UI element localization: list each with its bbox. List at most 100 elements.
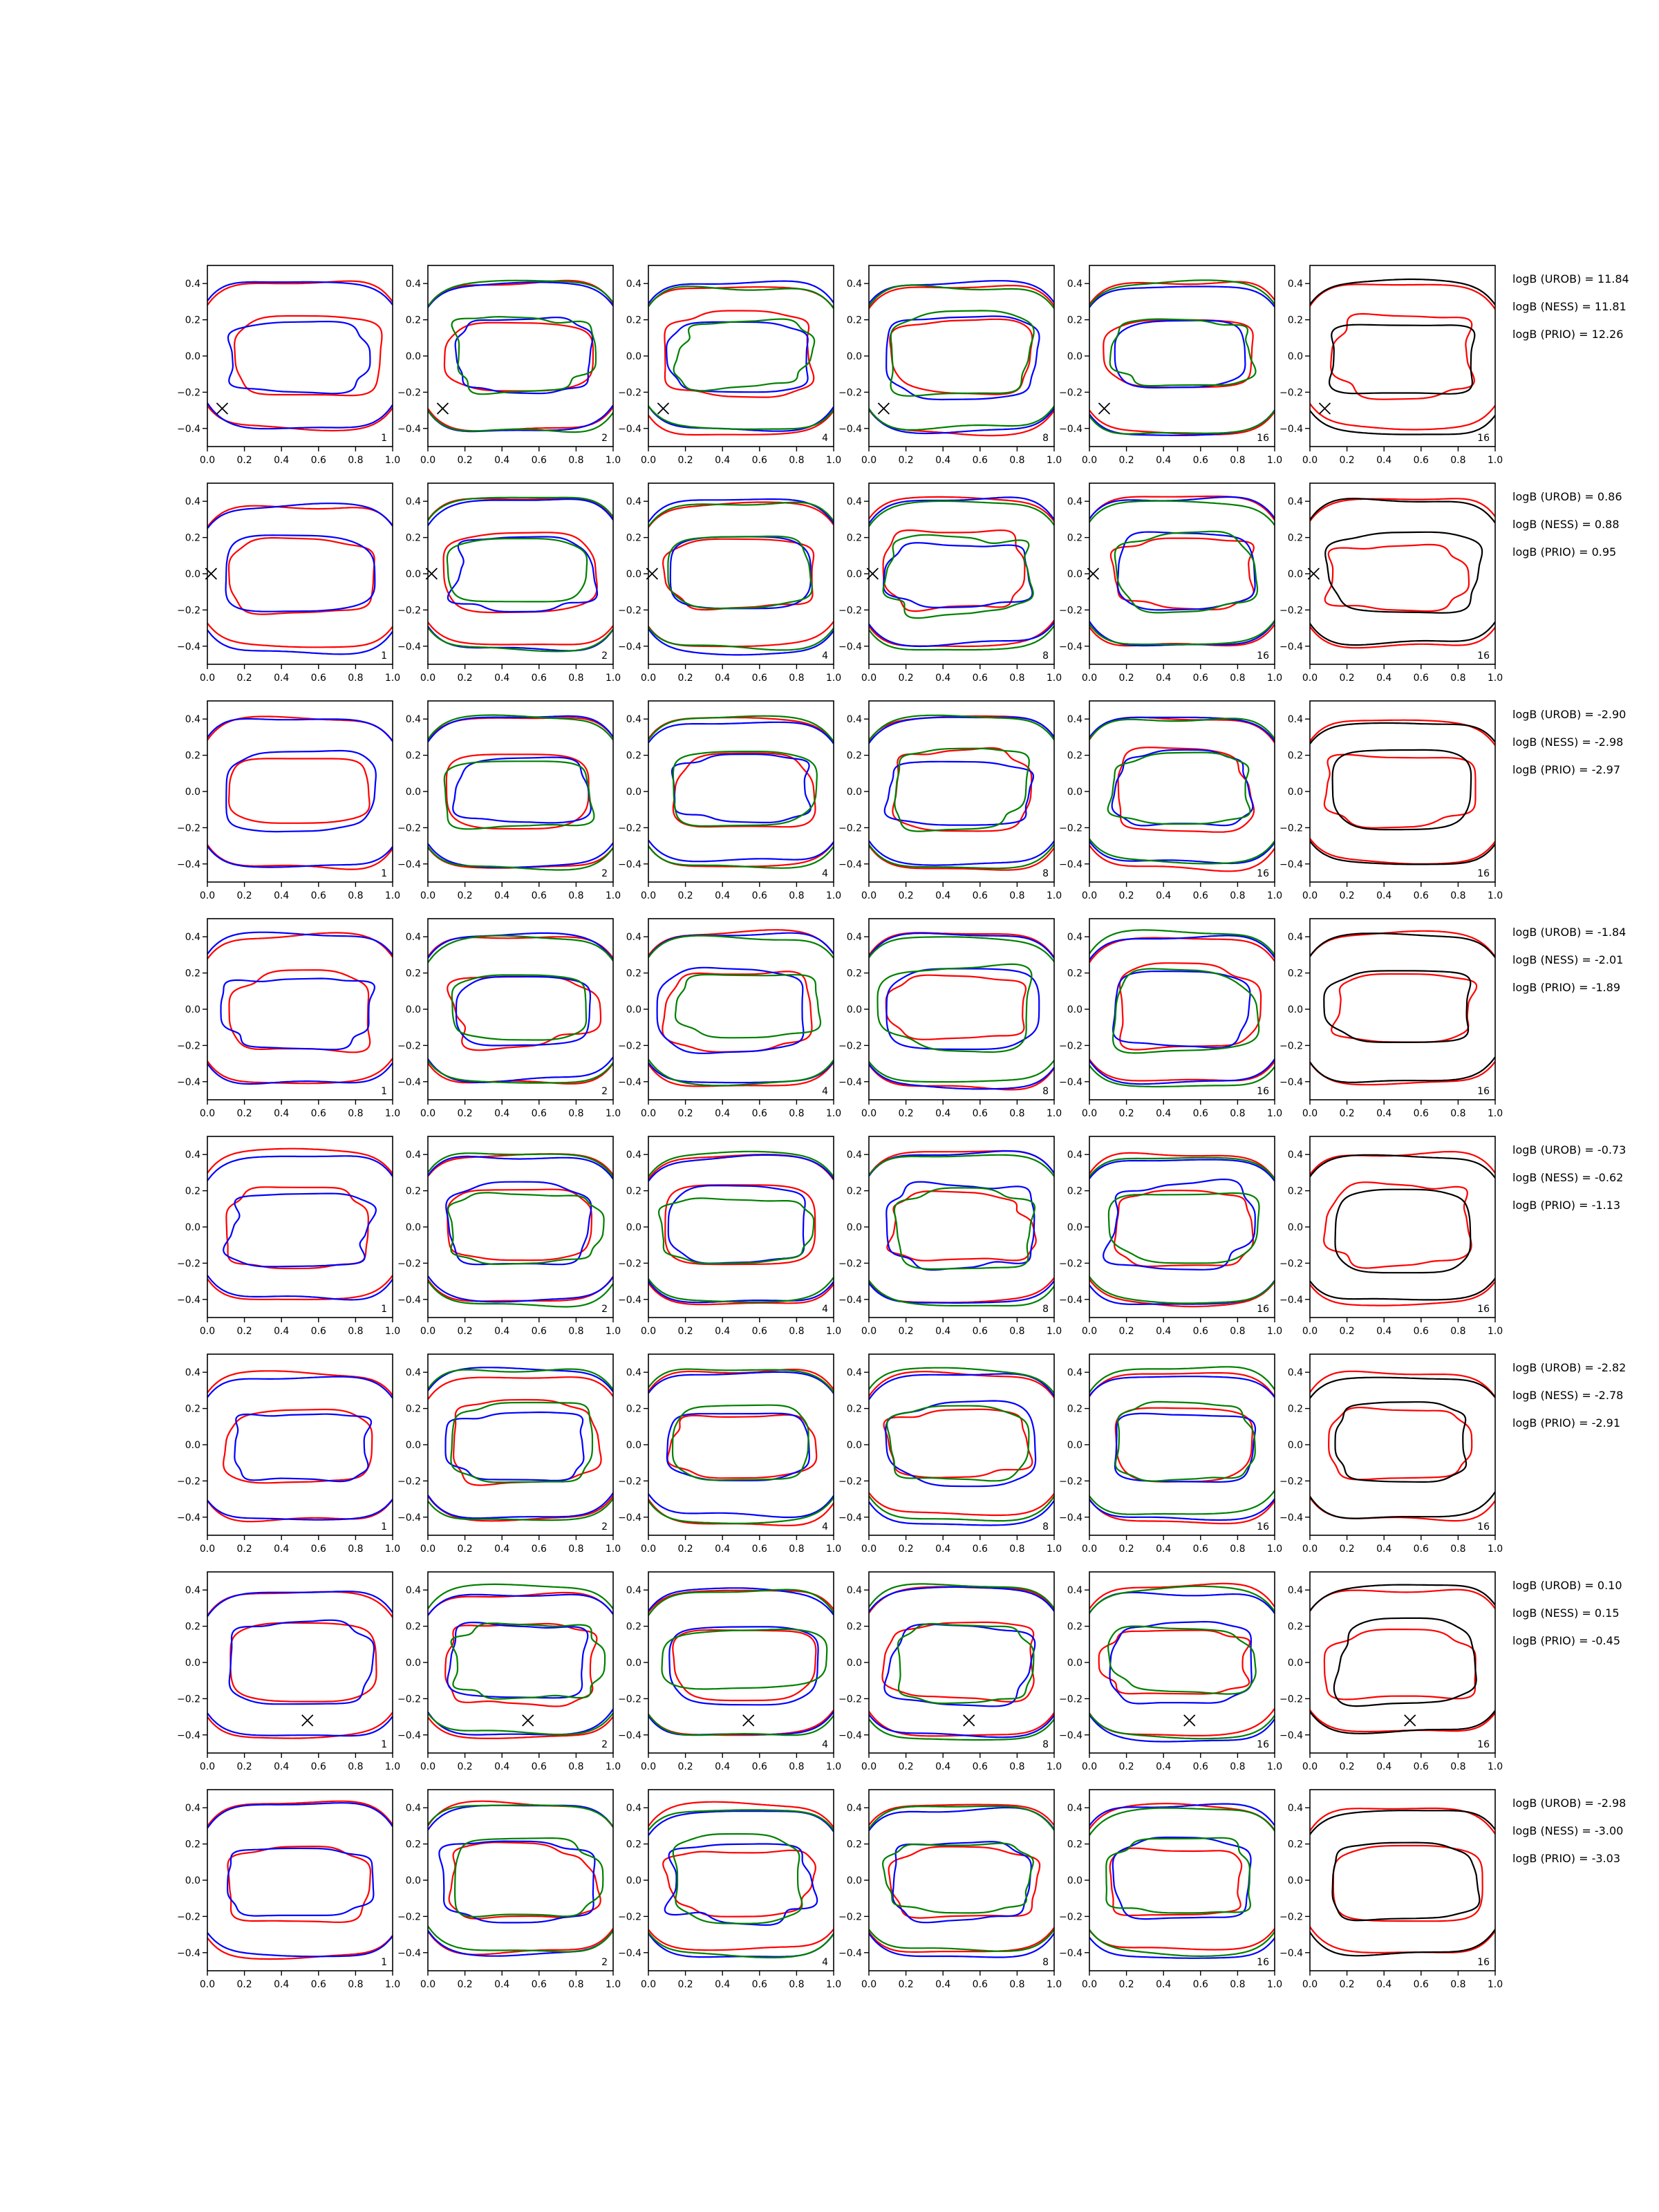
y-tick-label: 0.0 [847, 1440, 862, 1451]
panel-r8-c2: 0.0 0.2 0.4 0.6 0.8 1.0 −0.4 −0.2 0.0 0.2 0.4 2 [397, 1789, 621, 1990]
marker-x [657, 402, 670, 415]
y-tick-label: −0.4 [1280, 424, 1303, 435]
y-tick-label: −0.4 [1059, 1295, 1082, 1306]
contour-line [888, 1846, 1041, 1919]
contour-line [1089, 1279, 1275, 1308]
contour-line [890, 310, 1035, 397]
y-tick-label: −0.4 [1059, 1512, 1082, 1524]
contour-line [223, 1408, 373, 1484]
contour-line [428, 621, 613, 646]
y-tick-label: 0.2 [406, 751, 421, 762]
x-tick-label: 0.0 [861, 1761, 877, 1772]
x-tick-label: 0.2 [677, 1326, 693, 1337]
x-tick-label: 0.6 [973, 455, 988, 466]
contour-line [869, 1583, 1054, 1609]
x-tick-label: 0.0 [1302, 1326, 1318, 1337]
panel-frame [207, 1571, 393, 1754]
contour-line [207, 1712, 393, 1737]
x-tick-label: 0.0 [200, 1979, 215, 1990]
panel-r1-c6: 0.0 0.2 0.4 0.6 0.8 1.0 −0.4 −0.2 0.0 0.2 0.4 16 [1280, 265, 1503, 466]
y-tick-label: 0.0 [847, 1658, 862, 1669]
y-tick-label: 0.4 [406, 1150, 421, 1161]
contour-line [648, 1931, 834, 1959]
x-tick-label: 0.6 [1193, 1326, 1208, 1337]
contour-line [1310, 498, 1495, 524]
contour-line [1333, 1617, 1477, 1707]
x-tick-label: 0.2 [457, 1544, 472, 1555]
panel-frame [1089, 700, 1275, 883]
panel-label: 1 [381, 1739, 387, 1750]
y-tick-label: −0.2 [1280, 823, 1303, 834]
y-tick-label: −0.2 [1280, 387, 1303, 398]
contour-line [1089, 281, 1275, 305]
contour-line [1310, 722, 1495, 744]
marker-x [1318, 402, 1331, 415]
x-tick-label: 0.6 [532, 890, 547, 901]
contour-line [207, 1712, 393, 1739]
contour-line [1310, 278, 1495, 306]
x-tick-label: 0.8 [1009, 1326, 1024, 1337]
y-tick-label: −0.2 [618, 823, 641, 834]
y-tick-label: 0.2 [1288, 315, 1303, 326]
y-tick-label: 0.4 [185, 714, 200, 725]
contour-line [220, 977, 376, 1051]
panel-label: 1 [381, 650, 387, 662]
panel-r6-c5: 0.0 0.2 0.4 0.6 0.8 1.0 −0.4 −0.2 0.0 0.2 0.4 16 [1059, 1353, 1282, 1555]
panel-label: 1 [381, 868, 387, 879]
x-tick-label: 0.6 [1414, 1544, 1429, 1555]
x-tick-label: 1.0 [1047, 1108, 1062, 1119]
y-tick-label: −0.2 [1280, 605, 1303, 616]
panel-r1-c5: 0.0 0.2 0.4 0.6 0.8 1.0 −0.4 −0.2 0.0 0.2 0.4 16 [1059, 265, 1282, 466]
y-tick-label: −0.2 [177, 605, 200, 616]
x-tick-label: 0.8 [568, 1761, 583, 1772]
x-tick-label: 0.4 [935, 1326, 950, 1337]
y-tick-label: 0.0 [1067, 1004, 1082, 1015]
y-tick-label: −0.2 [838, 1911, 862, 1922]
contour-line [1089, 1929, 1275, 1957]
y-tick-label: −0.2 [177, 1476, 200, 1487]
y-tick-label: −0.4 [838, 424, 862, 435]
contour-line [442, 532, 598, 614]
panel-r3-c1: 0.0 0.2 0.4 0.6 0.8 1.0 −0.4 −0.2 0.0 0.2 0.4 1 [177, 700, 400, 901]
logB-stat: logB (UROB) = -1.84 [1512, 926, 1626, 939]
contour-line [1089, 1376, 1275, 1398]
x-tick-label: 0.6 [311, 1979, 326, 1990]
x-tick-label: 0.0 [420, 890, 435, 901]
contour-line [1310, 498, 1495, 522]
x-tick-label: 0.2 [1118, 1544, 1134, 1555]
contour-line [450, 1622, 606, 1700]
contour-line [1089, 935, 1275, 961]
x-tick-label: 0.8 [1009, 455, 1024, 466]
contour-line [447, 1192, 605, 1266]
x-tick-label: 0.0 [420, 1979, 435, 1990]
y-tick-label: 0.0 [185, 1875, 200, 1886]
y-tick-label: 0.0 [626, 1440, 641, 1451]
y-tick-label: 0.2 [847, 751, 862, 762]
y-tick-label: 0.4 [847, 1803, 862, 1814]
contour-line [227, 321, 371, 395]
contour-line [648, 1809, 834, 1831]
x-tick-label: 1.0 [385, 1761, 400, 1772]
y-tick-label: −0.4 [1280, 1948, 1303, 1959]
contour-line [1310, 410, 1495, 435]
y-tick-label: 0.4 [1288, 1803, 1303, 1814]
y-tick-label: −0.4 [397, 859, 421, 870]
contour-line [1089, 1803, 1275, 1826]
contour-line [225, 1186, 369, 1270]
y-tick-label: 0.2 [406, 1186, 421, 1197]
y-tick-label: 0.4 [1067, 1803, 1082, 1814]
contour-line [889, 318, 1033, 395]
x-tick-label: 0.6 [532, 1326, 547, 1337]
contour-line [454, 1837, 604, 1918]
y-tick-label: −0.4 [838, 1077, 862, 1088]
y-tick-label: −0.2 [177, 387, 200, 398]
x-tick-label: 0.0 [420, 1761, 435, 1772]
x-tick-label: 0.4 [1156, 1761, 1171, 1772]
contour-line [207, 405, 393, 432]
contour-line [885, 1181, 1035, 1271]
y-tick-label: 0.0 [1067, 1658, 1082, 1669]
x-tick-label: 0.4 [715, 1761, 730, 1772]
contour-line [877, 963, 1033, 1053]
panel-r8-c3: 0.0 0.2 0.4 0.6 0.8 1.0 −0.4 −0.2 0.0 0.2 0.4 4 [618, 1789, 841, 1990]
panel-label: 8 [1042, 1521, 1049, 1533]
